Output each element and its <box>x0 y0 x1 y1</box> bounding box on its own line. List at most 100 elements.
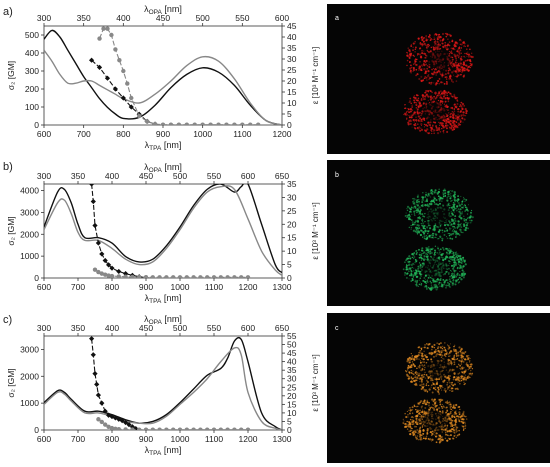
x-bottom-tick-label: 1000 <box>193 129 212 139</box>
series-line-gray-solid <box>44 346 282 430</box>
data-point-diamond <box>120 95 126 101</box>
data-point-diamond <box>106 262 112 268</box>
x-bottom-tick-label: 1200 <box>239 282 258 292</box>
x-bottom-axis-label: λTPA [nm] <box>145 293 182 305</box>
data-point-circle <box>150 427 155 430</box>
y-right-tick-label: 5 <box>287 109 292 119</box>
data-point-circle <box>211 275 217 278</box>
y-left-tick-label: 1000 <box>20 251 39 261</box>
x-top-tick-label: 400 <box>105 323 119 333</box>
x-top-tick-label: 500 <box>196 13 210 23</box>
data-point-diamond <box>104 75 111 81</box>
x-top-tick-label: 600 <box>241 171 255 181</box>
data-point-circle <box>96 269 101 275</box>
data-point-circle <box>130 427 135 430</box>
data-point-circle <box>208 122 213 125</box>
x-bottom-tick-label: 1000 <box>171 434 190 444</box>
y-left-axis-label: σ₂ [GM] <box>6 61 16 90</box>
y-right-tick-label: 20 <box>287 76 297 86</box>
y-left-tick-label: 0 <box>34 273 39 283</box>
x-bottom-tick-label: 800 <box>105 282 119 292</box>
data-point-diamond <box>89 336 95 342</box>
y-left-tick-label: 100 <box>25 102 39 112</box>
series-line-gray-solid <box>44 49 282 125</box>
x-bottom-axis-label: λTPA [nm] <box>145 140 182 152</box>
microscopy-image-b <box>327 160 550 306</box>
data-point-circle <box>171 275 176 278</box>
data-point-diamond <box>123 271 129 277</box>
data-point-circle <box>205 427 210 430</box>
data-point-diamond <box>99 400 105 406</box>
data-point-circle <box>216 122 221 125</box>
data-point-circle <box>123 274 128 278</box>
x-top-tick-label: 550 <box>207 323 221 333</box>
data-point-circle <box>184 122 189 125</box>
y-left-tick-label: 500 <box>25 30 39 40</box>
y-left-tick-label: 0 <box>34 120 39 130</box>
x-top-axis-label: λOPA [nm] <box>144 4 182 16</box>
y-right-tick-label: 50 <box>287 340 297 350</box>
y-right-tick-label: 35 <box>287 365 297 375</box>
data-point-circle <box>123 427 128 430</box>
y-left-tick-label: 3000 <box>20 344 39 354</box>
data-point-circle <box>176 122 182 125</box>
x-top-tick-label: 650 <box>275 171 289 181</box>
data-point-circle <box>245 427 251 430</box>
y-right-tick-label: 20 <box>287 219 297 229</box>
data-point-circle <box>105 26 110 31</box>
y-right-tick-label: 0 <box>287 273 292 283</box>
x-bottom-tick-label: 700 <box>77 129 91 139</box>
x-bottom-tick-label: 600 <box>37 434 51 444</box>
y-left-tick-label: 200 <box>25 84 39 94</box>
data-point-diamond <box>92 222 98 229</box>
data-point-diamond <box>96 64 103 70</box>
data-point-circle <box>168 122 174 125</box>
x-top-tick-label: 400 <box>105 171 119 181</box>
y-right-tick-label: 0 <box>287 120 292 130</box>
data-point-circle <box>113 47 118 52</box>
data-point-circle <box>164 275 169 278</box>
data-point-circle <box>96 417 101 422</box>
x-top-axis-label: λOPA [nm] <box>144 162 182 174</box>
y-right-tick-label: 10 <box>287 408 297 418</box>
y-left-axis-label: σ₂ [GM] <box>6 368 16 397</box>
fluorescent-cells <box>402 342 474 444</box>
y-right-axis-label: ε [10³ M⁻¹ cm⁻¹] <box>311 202 320 259</box>
series-line-black-solid <box>44 336 282 430</box>
data-point-circle <box>106 273 111 278</box>
plot-frame <box>43 183 283 279</box>
y-left-tick-label: 3000 <box>20 207 39 217</box>
y-right-tick-label: 0 <box>287 425 292 435</box>
x-top-tick-label: 350 <box>77 13 91 23</box>
x-bottom-tick-label: 1300 <box>273 434 292 444</box>
data-point-circle <box>225 275 230 278</box>
data-point-circle <box>239 427 244 430</box>
data-point-circle <box>129 95 134 101</box>
data-point-diamond <box>90 198 96 205</box>
y-right-tick-label: 25 <box>287 65 297 75</box>
x-bottom-tick-label: 800 <box>116 129 130 139</box>
panel-c-letter: c) <box>3 314 12 326</box>
data-point-circle <box>103 422 108 427</box>
data-point-circle <box>205 275 210 278</box>
x-bottom-tick-label: 900 <box>139 282 153 292</box>
data-point-circle <box>121 68 126 74</box>
x-top-tick-label: 500 <box>173 323 187 333</box>
data-point-circle <box>92 267 98 272</box>
x-top-tick-label: 600 <box>275 13 289 23</box>
y-right-tick-label: 30 <box>287 192 297 202</box>
data-point-circle <box>232 122 237 125</box>
data-point-circle <box>109 32 114 38</box>
y-left-tick-label: 300 <box>25 66 39 76</box>
data-point-circle <box>103 272 108 277</box>
x-top-tick-label: 650 <box>275 323 289 333</box>
x-bottom-tick-label: 1200 <box>273 129 292 139</box>
y-right-tick-label: 40 <box>287 357 297 367</box>
fluorescent-cells <box>403 32 474 135</box>
data-point-circle <box>130 274 135 278</box>
x-bottom-axis-label: λTPA [nm] <box>145 445 182 457</box>
y-right-tick-label: 35 <box>287 43 297 53</box>
y-right-tick-label: 25 <box>287 382 297 392</box>
data-point-circle <box>164 427 169 430</box>
